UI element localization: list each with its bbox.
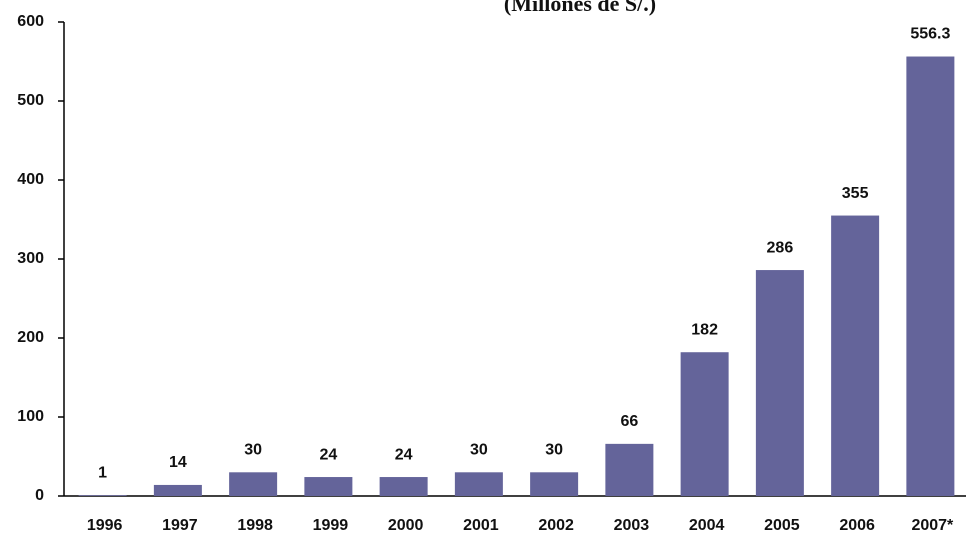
bar: [229, 472, 278, 496]
data-label: 286: [767, 239, 794, 256]
data-label: 556.3: [910, 26, 950, 43]
x-tick-label: 2002: [538, 517, 574, 534]
y-tick-label: 200: [17, 329, 44, 346]
bar: [755, 270, 804, 496]
x-tick-label: 2007*: [911, 517, 954, 534]
data-label: 30: [545, 442, 563, 459]
bar: [78, 495, 127, 496]
data-label: 30: [470, 442, 488, 459]
data-label: 355: [842, 185, 869, 202]
bar: [906, 56, 955, 496]
x-tick-label: 2001: [463, 517, 499, 534]
data-label: 1: [98, 464, 107, 481]
chart-title: (Millones de S/.): [504, 0, 656, 16]
data-label: 24: [319, 446, 337, 463]
x-tick-label: 1999: [313, 517, 349, 534]
x-tick-label: 2006: [839, 517, 875, 534]
y-tick-label: 600: [17, 13, 44, 30]
x-tick-label: 1997: [162, 517, 198, 534]
bar: [530, 472, 579, 496]
x-tick-label: 2003: [614, 517, 650, 534]
y-tick-label: 400: [17, 171, 44, 188]
bar: [831, 215, 880, 497]
bar: [454, 472, 503, 496]
bar: [605, 443, 654, 496]
x-tick-label: 2000: [388, 517, 424, 534]
y-tick-label: 300: [17, 250, 44, 267]
data-label: 24: [395, 446, 413, 463]
bar: [304, 477, 353, 496]
y-tick-label: 0: [35, 487, 44, 504]
data-label: 182: [691, 321, 718, 338]
y-tick-label: 100: [17, 408, 44, 425]
x-tick-label: 1996: [87, 517, 123, 534]
data-label: 14: [169, 454, 187, 471]
bar: [153, 484, 202, 496]
x-tick-label: 2005: [764, 517, 800, 534]
data-label: 30: [244, 442, 262, 459]
bar: [680, 352, 729, 496]
x-tick-label: 1998: [237, 517, 273, 534]
bar: [379, 477, 428, 496]
x-tick-label: 2004: [689, 517, 725, 534]
data-label: 66: [620, 413, 638, 430]
y-tick-label: 500: [17, 92, 44, 109]
